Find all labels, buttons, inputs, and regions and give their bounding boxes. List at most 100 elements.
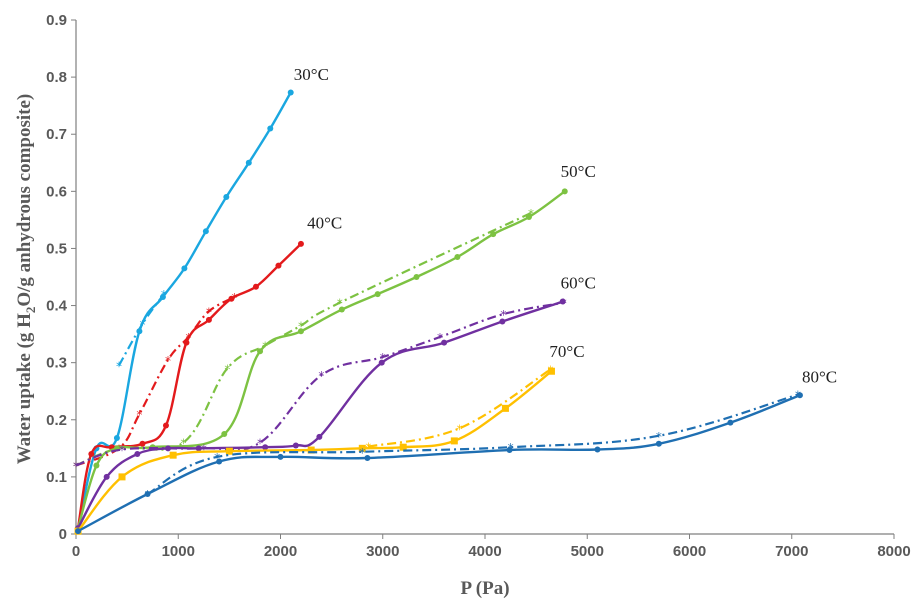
data-point bbox=[796, 392, 803, 399]
data-point bbox=[221, 431, 228, 438]
data-point bbox=[228, 295, 235, 302]
data-point bbox=[399, 443, 407, 451]
data-point bbox=[547, 367, 555, 375]
desorption-point: * bbox=[145, 488, 151, 502]
x-tick-label: 2000 bbox=[264, 543, 297, 560]
series-label-60c: 60°C bbox=[561, 273, 596, 292]
data-point bbox=[136, 328, 143, 335]
desorption-point: * bbox=[561, 297, 567, 311]
data-point bbox=[506, 447, 513, 454]
series-label-30c: 30°C bbox=[294, 65, 329, 84]
desorption-point: * bbox=[456, 422, 462, 436]
data-point bbox=[262, 444, 269, 451]
data-point bbox=[223, 194, 230, 201]
data-point bbox=[287, 89, 294, 96]
data-point bbox=[501, 404, 509, 412]
data-point bbox=[292, 442, 299, 449]
desorption-point: * bbox=[214, 451, 220, 465]
x-tick-label: 1000 bbox=[162, 543, 195, 560]
desorption-point: * bbox=[262, 340, 268, 354]
data-point bbox=[225, 447, 233, 455]
plot-area: ************************************ bbox=[73, 89, 803, 535]
desorption-point: * bbox=[165, 354, 171, 368]
data-point bbox=[525, 214, 532, 221]
y-axis-title: Water uptake (g H2O/g anhydrous composit… bbox=[14, 94, 38, 465]
data-point bbox=[252, 283, 259, 290]
y-tick-label: 0.2 bbox=[46, 412, 67, 429]
data-point bbox=[307, 446, 315, 454]
data-point bbox=[454, 254, 461, 261]
desorption-point: * bbox=[298, 320, 304, 334]
y-axis-title-subscript: 2 bbox=[23, 307, 38, 314]
series-50c: ** ****** bbox=[73, 188, 568, 532]
y-tick-label: 0.4 bbox=[46, 298, 68, 315]
series-80c: ** * *** bbox=[75, 389, 803, 535]
data-point bbox=[490, 231, 497, 238]
data-point bbox=[75, 528, 82, 535]
data-point bbox=[267, 125, 274, 132]
desorption-point: * bbox=[528, 207, 534, 221]
data-point bbox=[275, 262, 282, 269]
series-30c: * * * bbox=[75, 89, 294, 532]
x-tick-label: 3000 bbox=[366, 543, 399, 560]
x-tick-label: 6000 bbox=[673, 543, 706, 560]
desorption-point: * bbox=[380, 351, 386, 365]
series-60c: ** * ****** bbox=[73, 297, 567, 532]
y-tick-label: 0.3 bbox=[46, 355, 67, 372]
data-point bbox=[559, 298, 566, 305]
desorption-point: * bbox=[73, 459, 79, 473]
data-point bbox=[181, 265, 188, 272]
desorption-point: * bbox=[161, 288, 167, 302]
y-tick-label: 0.9 bbox=[46, 12, 67, 29]
data-point bbox=[727, 419, 734, 426]
data-point bbox=[297, 240, 304, 247]
data-point bbox=[594, 446, 601, 453]
data-point bbox=[195, 445, 202, 452]
data-point bbox=[450, 437, 458, 445]
data-point bbox=[103, 473, 110, 480]
desorption-line-60c bbox=[75, 301, 564, 467]
desorption-point: * bbox=[437, 331, 443, 345]
adsorption-line-60c bbox=[76, 300, 564, 529]
data-point bbox=[378, 359, 385, 366]
series-label-80c: 80°C bbox=[802, 368, 837, 387]
data-point bbox=[183, 339, 190, 346]
series-labels: 30°C 40°C 50°C 60°C 70°C 80°C bbox=[294, 65, 837, 387]
data-point bbox=[216, 458, 223, 465]
desorption-point: * bbox=[500, 308, 506, 322]
adsorption-line-80c bbox=[77, 394, 801, 533]
data-point bbox=[441, 339, 448, 346]
series-70c: *** bbox=[74, 364, 555, 535]
series-40c: * * * * * * * bbox=[73, 240, 304, 532]
x-tick-label: 0 bbox=[72, 543, 80, 560]
y-tick-label: 0.5 bbox=[46, 240, 67, 257]
desorption-point: * bbox=[231, 291, 237, 305]
desorption-point: * bbox=[359, 446, 365, 460]
adsorption-line-50c bbox=[76, 190, 566, 529]
data-point bbox=[139, 440, 146, 447]
data-point bbox=[499, 318, 506, 325]
adsorption-line-30c bbox=[76, 91, 292, 529]
adsorption-line-70c bbox=[77, 370, 553, 532]
data-point bbox=[358, 444, 366, 452]
desorption-point: * bbox=[656, 430, 662, 444]
data-point bbox=[277, 453, 284, 460]
data-point bbox=[202, 228, 209, 235]
data-point bbox=[93, 462, 100, 469]
desorption-point: * bbox=[185, 331, 191, 345]
y-tick-label: 0.1 bbox=[46, 469, 67, 486]
desorption-point: * bbox=[365, 441, 371, 455]
data-point bbox=[162, 422, 169, 429]
desorption-point: * bbox=[318, 369, 324, 383]
desorption-line-80c bbox=[147, 393, 799, 495]
desorption-point: * bbox=[73, 459, 79, 473]
y-tick-label: 0 bbox=[59, 526, 67, 543]
desorption-point: * bbox=[257, 437, 263, 451]
data-point bbox=[134, 451, 141, 458]
desorption-point: * bbox=[508, 441, 514, 455]
desorption-point: * bbox=[139, 318, 145, 332]
data-point bbox=[257, 348, 264, 355]
series-label-40c: 40°C bbox=[307, 213, 342, 232]
series-label-70c: 70°C bbox=[549, 342, 584, 361]
desorption-point: * bbox=[136, 408, 142, 422]
